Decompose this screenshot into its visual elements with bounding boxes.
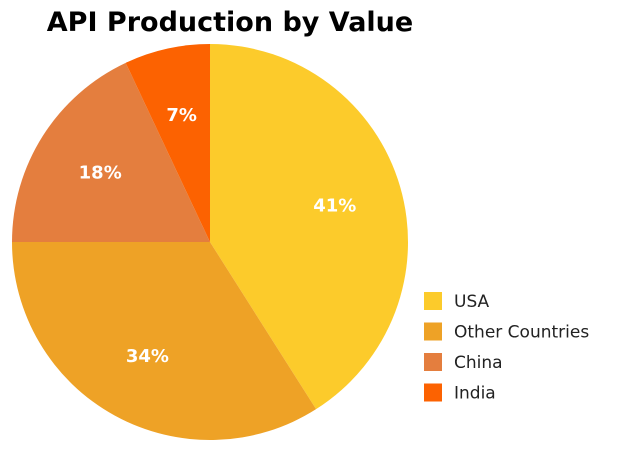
data-label-other-countries: 34% [126,346,169,367]
legend-swatch-usa [424,292,442,310]
pie-slice-usa [210,44,409,410]
pie-slices [11,44,409,441]
legend-label-other-countries: Other Countries [454,323,589,343]
legend-label-india: India [454,384,496,404]
legend-swatch-india [424,383,442,402]
legend-label-china: China [454,353,503,373]
legend: USA Other Countries China India [424,292,589,404]
pie-slice-labels: 41% 34% 18% 7% [79,105,357,367]
pie-slice-india [125,44,210,242]
legend-label-usa: USA [454,292,490,312]
legend-swatch-other-countries [424,322,442,341]
data-label-india: 7% [166,105,197,126]
legend-swatch-china [424,353,442,371]
data-label-china: 18% [79,162,122,183]
chart-title: API Production by Value [47,7,413,38]
pie-slice-china [11,62,210,243]
pie-slice-other-countries [12,242,317,441]
data-label-usa: 41% [313,196,356,217]
